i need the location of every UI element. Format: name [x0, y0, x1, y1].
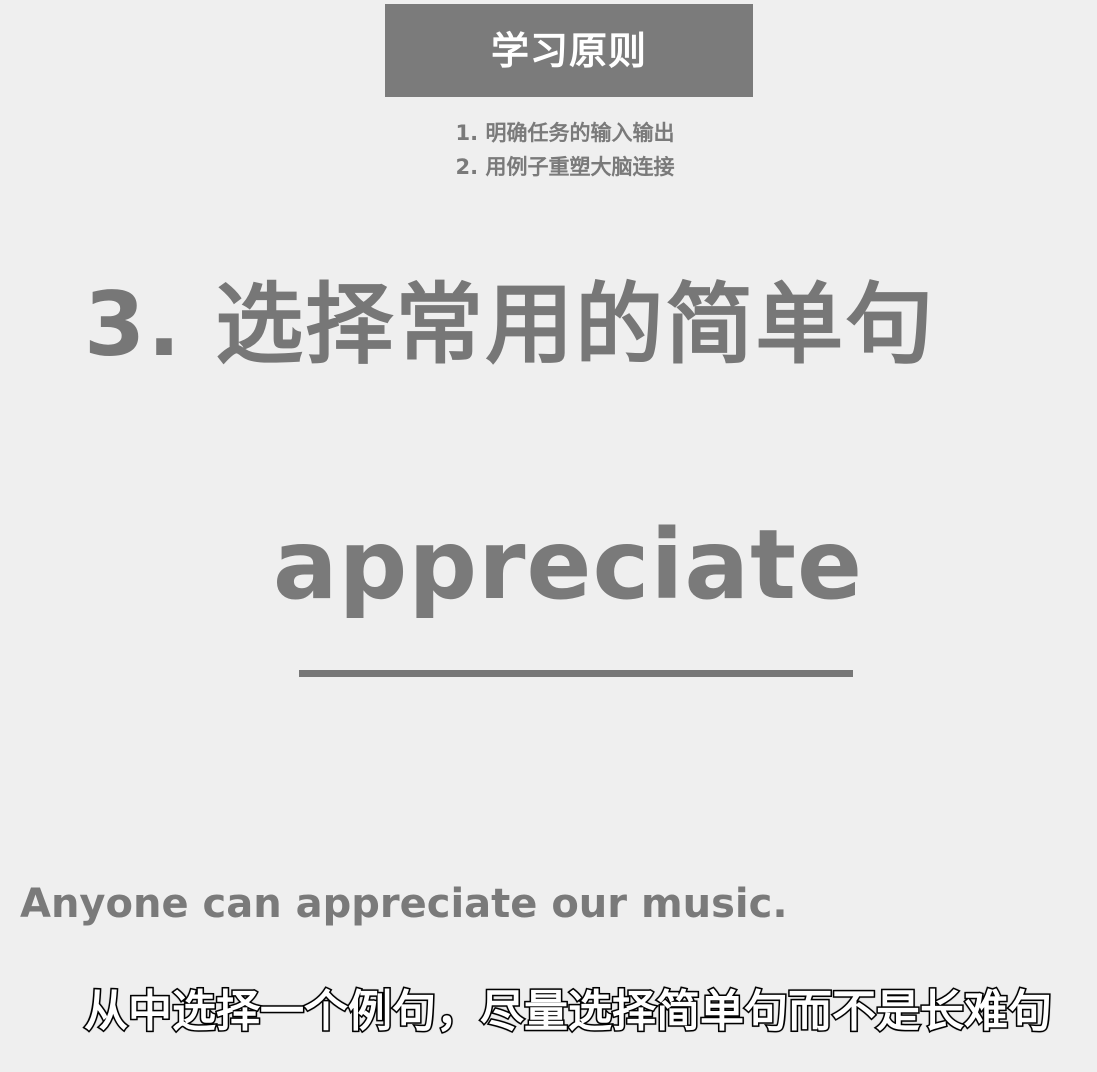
principles-list: 1. 明确任务的输入输出 2. 用例子重塑大脑连接	[0, 116, 1097, 184]
vocabulary-word: appreciate	[272, 509, 864, 621]
principle-item-2: 2. 用例子重塑大脑连接	[455, 155, 675, 179]
example-sentence: Anyone can appreciate our music.	[20, 881, 788, 927]
video-subtitle: 从中选择一个例句，尽量选择简单句而不是长难句	[83, 985, 1054, 1039]
title-banner: 学习原则	[385, 4, 753, 97]
word-underline	[299, 670, 853, 677]
principle-item-1: 1. 明确任务的输入输出	[455, 121, 675, 145]
banner-title: 学习原则	[490, 28, 647, 73]
principle-heading: 3. 选择常用的简单句	[84, 273, 936, 376]
